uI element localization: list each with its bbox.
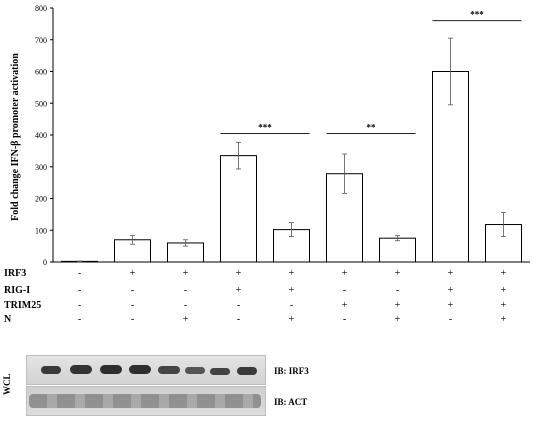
bars bbox=[61, 37, 522, 263]
western-blot bbox=[20, 353, 266, 417]
condition-sign: - bbox=[289, 300, 294, 311]
condition-sign: + bbox=[500, 314, 507, 325]
ib-act-label: IB: ACT bbox=[274, 397, 308, 407]
irf3-band bbox=[158, 366, 180, 374]
irf3-band bbox=[237, 367, 257, 375]
condition-row-label: N bbox=[4, 314, 12, 325]
y-tick-label: 300 bbox=[35, 163, 47, 172]
condition-sign: + bbox=[129, 268, 136, 279]
wcl-label: WCL bbox=[2, 373, 12, 395]
irf3-band bbox=[210, 368, 230, 375]
irf3-band bbox=[70, 365, 92, 374]
condition-sign: - bbox=[448, 314, 453, 325]
condition-sign: + bbox=[288, 268, 295, 279]
condition-sign: - bbox=[77, 300, 82, 311]
condition-sign: + bbox=[341, 268, 348, 279]
y-tick-label: 700 bbox=[35, 36, 47, 45]
irf3-blot-panel bbox=[26, 355, 266, 385]
condition-sign: - bbox=[183, 300, 188, 311]
y-tick-label: 400 bbox=[35, 131, 47, 140]
condition-sign: - bbox=[130, 314, 135, 325]
condition-sign: - bbox=[77, 314, 82, 325]
bar bbox=[220, 155, 257, 263]
condition-sign: - bbox=[77, 285, 82, 296]
significance-stars: *** bbox=[470, 10, 484, 20]
ib-irf3-label: IB: IRF3 bbox=[274, 366, 309, 376]
condition-sign: + bbox=[394, 300, 401, 311]
condition-sign: + bbox=[235, 268, 242, 279]
condition-sign: + bbox=[182, 268, 189, 279]
condition-row-label: RIG-I bbox=[4, 285, 31, 296]
condition-sign: - bbox=[342, 314, 347, 325]
y-tick-label: 500 bbox=[35, 99, 47, 108]
y-tick-label: 600 bbox=[35, 68, 47, 77]
condition-sign: - bbox=[236, 300, 241, 311]
y-tick-label: 100 bbox=[35, 226, 47, 235]
condition-sign: - bbox=[77, 268, 82, 279]
y-tick-label: 0 bbox=[43, 258, 47, 267]
significance-stars: ** bbox=[367, 122, 377, 132]
condition-sign: + bbox=[288, 285, 295, 296]
condition-sign: + bbox=[394, 268, 401, 279]
actin-blot-panel bbox=[26, 386, 266, 416]
condition-row-label: IRF3 bbox=[4, 268, 27, 279]
condition-sign: + bbox=[341, 300, 348, 311]
condition-sign: + bbox=[447, 300, 454, 311]
condition-sign: + bbox=[447, 285, 454, 296]
condition-sign: - bbox=[130, 285, 135, 296]
condition-sign: - bbox=[395, 285, 400, 296]
condition-sign: + bbox=[500, 300, 507, 311]
condition-row-label: TRIM25 bbox=[4, 300, 42, 311]
y-tick-label: 200 bbox=[35, 195, 47, 204]
condition-sign: + bbox=[235, 285, 242, 296]
condition-sign: + bbox=[182, 314, 189, 325]
actin-band bbox=[29, 394, 261, 408]
irf3-band bbox=[41, 366, 61, 374]
significance-annotations: *** ***** bbox=[220, 10, 522, 134]
condition-sign: + bbox=[447, 268, 454, 279]
condition-sign: - bbox=[130, 300, 135, 311]
condition-sign: - bbox=[236, 314, 241, 325]
condition-sign: + bbox=[394, 314, 401, 325]
irf3-band bbox=[129, 365, 151, 374]
y-axis-label: Fold change IFN-β promoter activation bbox=[10, 53, 21, 221]
condition-sign: - bbox=[183, 285, 188, 296]
irf3-band bbox=[185, 367, 205, 374]
condition-sign: + bbox=[500, 268, 507, 279]
condition-sign: + bbox=[500, 285, 507, 296]
significance-stars: *** bbox=[258, 122, 272, 132]
y-tick-label: 800 bbox=[35, 4, 47, 13]
condition-sign: - bbox=[342, 285, 347, 296]
condition-sign: + bbox=[288, 314, 295, 325]
irf3-band bbox=[100, 365, 122, 374]
bar bbox=[379, 237, 416, 263]
